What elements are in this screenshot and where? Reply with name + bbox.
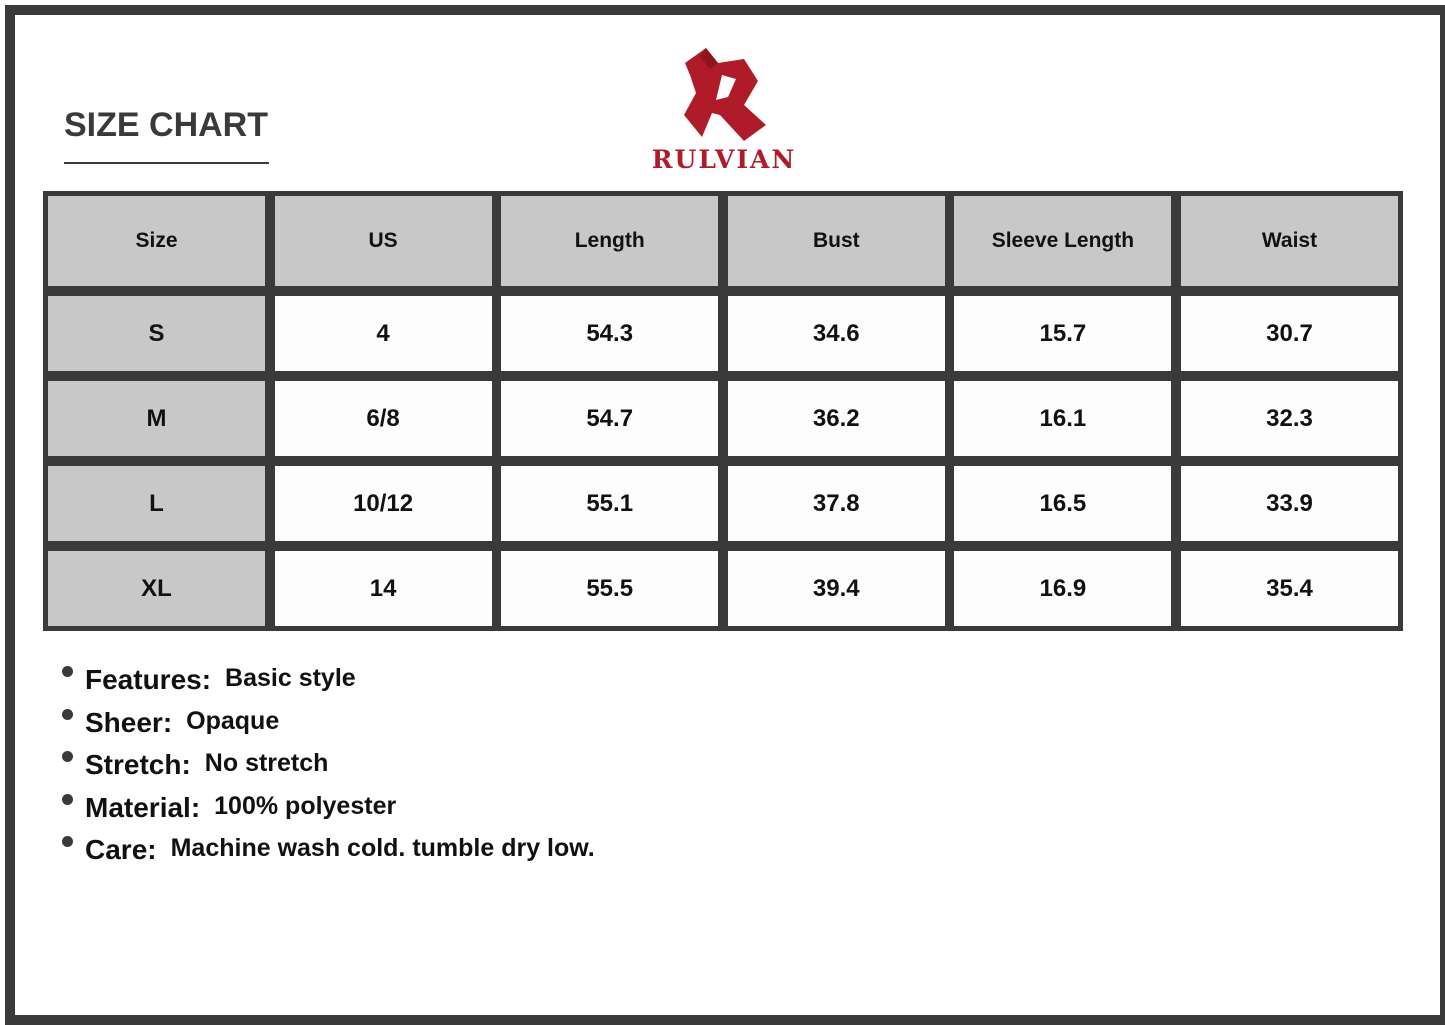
table-cell: 16.5 xyxy=(954,466,1172,541)
size-label-cell: L xyxy=(48,466,265,541)
feature-item: Sheer: Opaque xyxy=(62,707,595,750)
feature-item: Material: 100% polyester xyxy=(62,792,595,835)
table-cell: 14 xyxy=(274,551,492,626)
column-header: Size xyxy=(48,196,265,286)
brand-logo: RULVIAN xyxy=(640,45,808,175)
column-header: US xyxy=(274,196,492,286)
column-header: Waist xyxy=(1180,196,1398,286)
column-header: Bust xyxy=(727,196,945,286)
feature-label: Sheer: xyxy=(85,706,173,738)
table-cell: 33.9 xyxy=(1180,466,1398,541)
feature-label: Features: xyxy=(85,664,212,695)
feature-list: Features: Basic style Sheer: Opaque Stretch:… xyxy=(62,664,595,877)
size-label-cell: M xyxy=(48,381,265,456)
bullet-icon xyxy=(62,708,73,720)
column-header: Sleeve Length xyxy=(954,196,1172,286)
feature-label: Material: xyxy=(85,791,201,823)
feature-value: Opaque xyxy=(186,706,280,735)
feature-item: Features: Basic style xyxy=(62,664,595,707)
table-cell: 35.4 xyxy=(1180,551,1398,626)
table-cell: 32.3 xyxy=(1180,381,1398,456)
feature-value: No stretch xyxy=(204,749,329,777)
r-logo-icon xyxy=(684,48,766,141)
table-cell: 10/12 xyxy=(274,466,492,541)
table-cell: 4 xyxy=(274,296,492,371)
table-cell: 16.9 xyxy=(954,551,1172,626)
size-label-cell: S xyxy=(48,296,265,371)
feature-label: Stretch: xyxy=(85,749,191,780)
table-cell: 6/8 xyxy=(274,381,492,456)
table-cell: 37.8 xyxy=(727,466,945,541)
bullet-icon xyxy=(62,793,73,805)
brand-name: RULVIAN xyxy=(651,145,797,174)
table-cell: 15.7 xyxy=(954,296,1172,371)
table-cell: 39.4 xyxy=(727,551,945,626)
feature-value: Machine wash cold. tumble dry low. xyxy=(170,834,595,862)
bullet-icon xyxy=(62,751,73,762)
feature-value: 100% polyester xyxy=(214,791,397,820)
column-header: Length xyxy=(501,196,719,286)
table-cell: 36.2 xyxy=(727,381,945,456)
title-underline xyxy=(64,162,269,164)
page-title: SIZE CHART xyxy=(64,106,268,144)
feature-item: Stretch: No stretch xyxy=(62,749,595,792)
feature-value: Basic style xyxy=(225,664,356,692)
feature-item: Care: Machine wash cold. tumble dry low. xyxy=(62,834,595,877)
table-cell: 30.7 xyxy=(1180,296,1398,371)
table-cell: 55.5 xyxy=(501,551,719,626)
table-cell: 55.1 xyxy=(501,466,719,541)
bullet-icon xyxy=(62,836,73,847)
table-cell: 34.6 xyxy=(727,296,945,371)
bullet-icon xyxy=(62,666,73,677)
table-cell: 54.3 xyxy=(501,296,719,371)
table-cell: 16.1 xyxy=(954,381,1172,456)
size-table: Size US Length Bust Sleeve Length Waist S 4 54.3… xyxy=(43,191,1403,631)
table-cell: 54.7 xyxy=(501,381,719,456)
size-label-cell: XL xyxy=(48,551,265,626)
feature-label: Care: xyxy=(85,834,157,865)
